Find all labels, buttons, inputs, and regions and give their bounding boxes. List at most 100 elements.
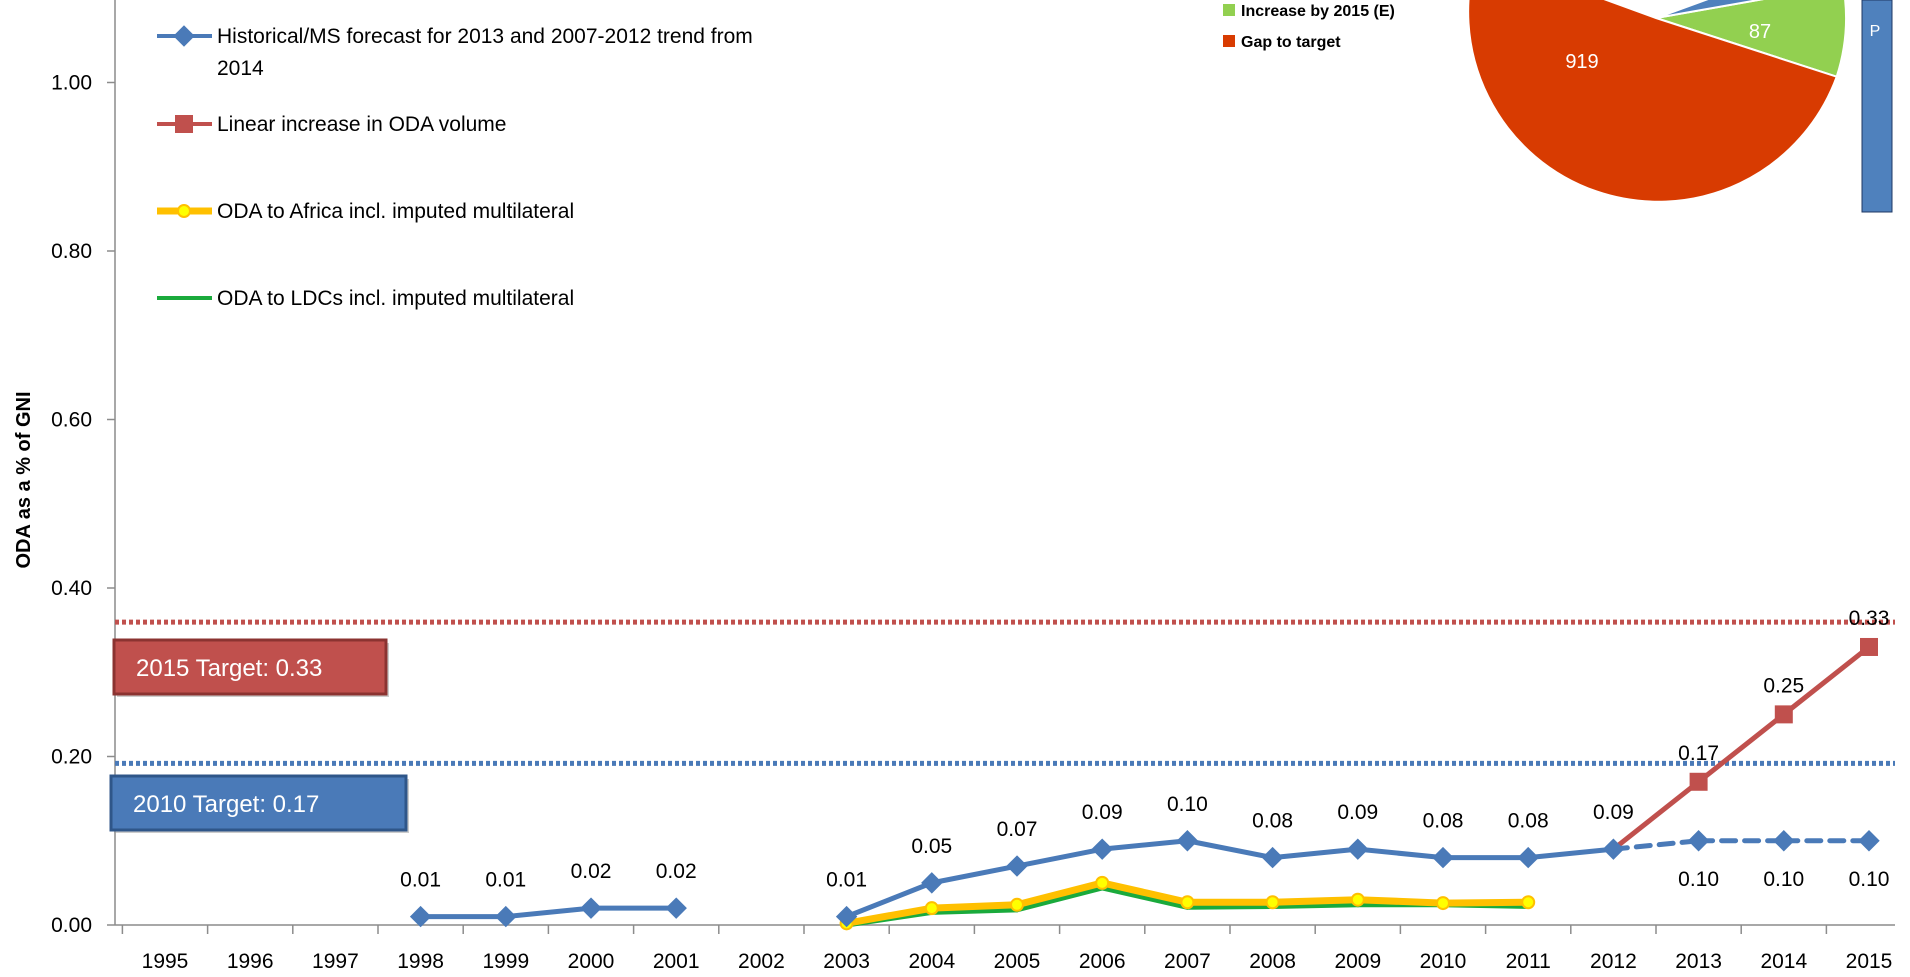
series-point-3 [1437,897,1449,909]
y-axis-title: ODA as a % of GNI [13,391,35,568]
series-point-2 [1690,773,1708,791]
series-point-1 [1348,839,1368,859]
series-segment-1 [1358,849,1443,857]
pie-label-increase: 87 [1749,21,1771,43]
x-tick-label: 2004 [908,950,955,972]
series-point-3 [1181,896,1193,908]
data-label-historical: 0.08 [1423,810,1464,833]
series-point-2 [1860,638,1878,656]
pie-legend-swatch [1223,35,1235,47]
pie-legend-swatch [1223,4,1235,16]
x-tick-label: 1997 [312,950,359,972]
data-label-historical: 0.10 [1678,868,1719,891]
x-tick-label: 2010 [1420,950,1467,972]
series-point-1 [1689,831,1709,851]
legend: Historical/MS forecast for 2013 and 2007… [157,25,753,310]
series-point-3 [1096,877,1108,889]
series-point-3 [1011,899,1023,911]
series-segment-3 [1358,900,1443,903]
data-label-historical: 0.10 [1763,868,1804,891]
data-label-historical: 0.05 [911,835,952,858]
x-tick-label: 2013 [1675,950,1722,972]
series-point-1 [1092,839,1112,859]
inset-pie-chart: 87 919 P Increase by 2015 (E) Gap to target [1223,0,1892,212]
series-segment-1 [1187,841,1272,858]
series-point-1 [1177,831,1197,851]
data-label-historical: 0.01 [826,869,867,892]
pie-legend-label: Gap to target [1241,34,1341,51]
y-tick-label: 0.60 [51,409,92,432]
series-point-1 [1859,831,1879,851]
series-segment-4 [1187,906,1272,907]
series-segment-3 [1443,902,1528,903]
data-label-historical: 0.01 [400,869,441,892]
y-tick-label: 1.00 [51,72,92,95]
series-point-3 [1267,896,1279,908]
x-tick-label: 2006 [1079,950,1126,972]
data-label-historical: 0.09 [1337,801,1378,824]
series-point-2 [1775,705,1793,723]
series-segment-1 [1273,849,1358,857]
data-label-historical: 0.09 [1082,801,1123,824]
legend-marker [178,205,190,217]
series-segment-1 [932,866,1017,883]
series-lines [411,638,1879,929]
pie-label-gap: 919 [1565,51,1598,73]
data-label-historical: 0.02 [571,860,612,883]
x-tick-label: 2011 [1506,950,1551,972]
data-label-historical: 0.08 [1508,810,1549,833]
legend-label: ODA to LDCs incl. imputed multilateral [217,287,574,310]
x-tick-label: 2001 [653,950,700,972]
legend-label: ODA to Africa incl. imputed multilateral [217,200,574,223]
series-segment-3 [932,905,1017,908]
series-segment-1 [1017,849,1102,866]
series-segment-3 [1273,900,1358,903]
x-tick-label: 2005 [994,950,1041,972]
legend-label-line: Historical/MS forecast for 2013 and 2007… [217,25,753,48]
x-tick-label: 2014 [1760,950,1807,972]
data-label-linear: 0.33 [1849,607,1890,630]
series-point-1 [922,873,942,893]
series-point-1 [581,898,601,918]
series-point-3 [1522,896,1534,908]
y-tick-label: 0.40 [51,577,92,600]
series-point-1 [1774,831,1794,851]
target-label: 2015 Target: 0.33 [136,655,322,682]
series-point-3 [926,902,938,914]
series-segment-1 [506,908,591,916]
data-label-historical: 0.10 [1849,868,1890,891]
x-tick-label: 2002 [738,950,785,972]
x-tick-label: 2008 [1249,950,1296,972]
data-label-linear: 0.25 [1763,674,1804,697]
series-point-1 [1518,848,1538,868]
x-tick-label: 2009 [1334,950,1381,972]
data-label-historical: 0.07 [997,818,1038,841]
series-point-3 [1352,894,1364,906]
legend-marker [175,115,193,133]
series-point-1 [1263,848,1283,868]
series-segment-1 [1528,849,1613,857]
series-point-1 [411,907,431,927]
x-tick-label: 2012 [1590,950,1637,972]
legend-marker [174,26,194,46]
series-segment-3 [1017,883,1102,905]
data-labels: 0.01 0.01 0.02 0.02 0.01 0.05 0.07 0.09 0.10 0.08… [400,607,1889,892]
y-tick-label: 0.00 [51,914,92,937]
legend-label: Historical/MS forecast for 2013 and 2007… [217,25,753,80]
data-label-historical: 0.08 [1252,810,1293,833]
series-point-1 [666,898,686,918]
series-segment-1 [1102,841,1187,849]
x-tick-label: 2015 [1846,950,1893,972]
x-tick-label: 1995 [142,950,189,972]
data-label-historical: 0.09 [1593,801,1634,824]
legend-label-line: 2014 [217,57,264,80]
x-tick-label: 2000 [568,950,615,972]
x-tick-label: 2007 [1164,950,1211,972]
target-label: 2010 Target: 0.17 [133,791,319,818]
series-point-1 [496,907,516,927]
x-tick-label: 1996 [227,950,274,972]
x-tick-label: 1999 [482,950,529,972]
data-label-historical: 0.01 [485,869,526,892]
